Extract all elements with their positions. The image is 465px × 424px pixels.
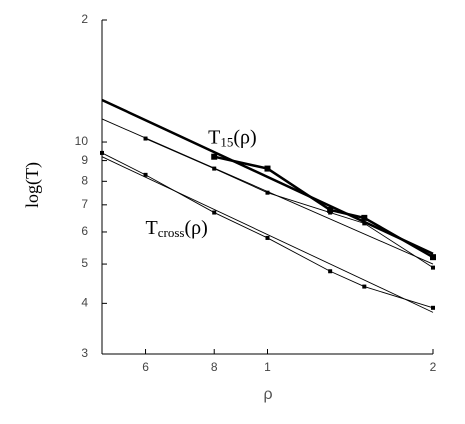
- marker: [212, 166, 217, 171]
- y-tick-label: 4: [81, 296, 88, 310]
- series-line: [101, 156, 434, 313]
- series-line: [213, 155, 434, 259]
- x-tick-label: 1: [264, 360, 271, 374]
- series-line: [101, 98, 434, 255]
- marker: [211, 153, 218, 160]
- y-tick-label: 10: [75, 134, 89, 148]
- y-tick-label: 9: [81, 153, 88, 167]
- y-axis-label: log(T): [22, 162, 43, 208]
- marker: [328, 269, 333, 274]
- annotation: T15(ρ): [208, 126, 257, 149]
- annotation-tail: (ρ): [233, 126, 256, 148]
- marker: [327, 206, 334, 213]
- annotation: Tcross(ρ): [146, 217, 208, 240]
- y-tick-label: 3: [81, 346, 88, 360]
- marker: [265, 190, 270, 195]
- marker: [265, 235, 270, 240]
- annotation-sub: 15: [220, 135, 233, 150]
- x-tick-label: 6: [142, 360, 149, 374]
- marker: [430, 254, 436, 261]
- y-tick-label: 5: [81, 256, 88, 270]
- marker: [361, 214, 368, 221]
- y-tick-label: 6: [81, 224, 88, 238]
- annotation-base: T: [146, 217, 158, 239]
- marker: [100, 150, 104, 155]
- annotation-tail: (ρ): [184, 217, 207, 239]
- marker: [431, 305, 435, 310]
- marker: [212, 210, 217, 215]
- marker: [143, 136, 148, 141]
- marker: [143, 172, 148, 177]
- marker: [362, 221, 367, 226]
- x-axis-label: ρ: [263, 386, 272, 403]
- y-tick-label: 8: [81, 173, 88, 187]
- x-tick-label: 8: [211, 360, 218, 374]
- marker: [328, 210, 333, 215]
- x-tick-label: 2: [430, 360, 437, 374]
- series-line: [145, 138, 434, 269]
- y-tick-label: 2: [81, 12, 88, 26]
- y-tick-label: 7: [81, 197, 88, 211]
- marker: [264, 165, 271, 172]
- annotation-base: T: [208, 126, 220, 148]
- marker: [431, 265, 435, 270]
- marker: [362, 284, 367, 289]
- annotation-sub: cross: [158, 225, 185, 240]
